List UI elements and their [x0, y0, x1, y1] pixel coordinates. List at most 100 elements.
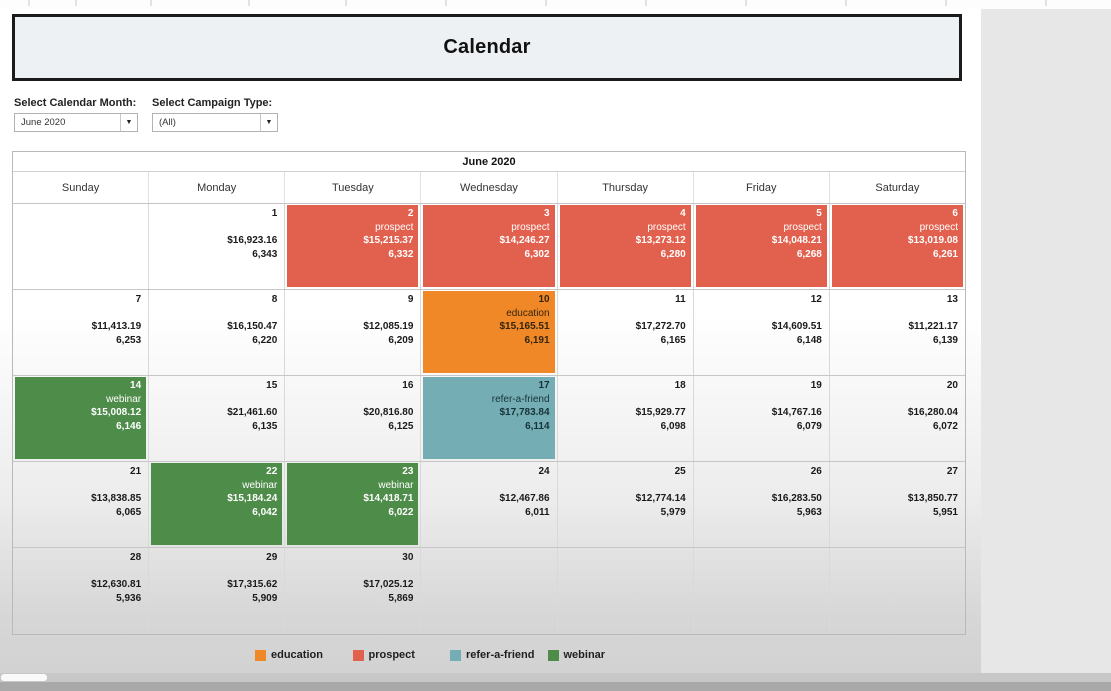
campaign-type-filter-label: Select Campaign Type: — [152, 97, 273, 109]
legend-swatch-icon — [352, 649, 364, 661]
campaign-type-value: (All) — [159, 117, 176, 128]
calendar-day-cell-3[interactable]: 3 prospect $14,246.27 6,302 — [421, 204, 558, 289]
calendar-day-cell-9[interactable]: 9 $12,085.19 6,209 — [285, 290, 422, 375]
calendar-day-cell-29[interactable]: 29 $17,315.62 5,909 — [149, 548, 286, 634]
count-value: 6,022 — [388, 506, 414, 518]
legend-label: education — [271, 649, 323, 661]
day-cell-content: 22 webinar $15,184.24 6,042 — [151, 463, 283, 545]
count-value: 6,011 — [525, 506, 550, 518]
amount-value: $13,850.77 — [907, 493, 958, 504]
legend-item-education[interactable]: education — [255, 649, 353, 661]
day-number: 22 — [266, 466, 278, 477]
day-cell-content: 17 refer-a-friend $17,783.84 6,114 — [423, 377, 555, 459]
day-number: 19 — [810, 380, 822, 391]
calendar-day-cell-23[interactable]: 23 webinar $14,418.71 6,022 — [285, 462, 422, 547]
calendar-day-cell-24[interactable]: 24 $12,467.86 6,011 — [421, 462, 558, 547]
day-cell-content: 11 $17,272.70 6,165 — [560, 291, 691, 373]
calendar-day-cell-11[interactable]: 11 $17,272.70 6,165 — [558, 290, 694, 375]
calendar-day-cell-28[interactable]: 28 $12,630.81 5,936 — [13, 548, 150, 634]
calendar-day-cell-13[interactable]: 13 $11,221.17 6,139 — [830, 290, 965, 375]
calendar-day-cell-14[interactable]: 14 webinar $15,008.12 6,146 — [13, 376, 150, 461]
day-cell-content: 25 $12,774.14 5,979 — [560, 463, 691, 545]
chevron-down-icon[interactable]: ▼ — [120, 114, 137, 131]
calendar-day-cell-21[interactable]: 21 $13,838.85 6,065 — [13, 462, 150, 547]
campaign-label: prospect — [919, 221, 958, 233]
calendar-day-cell-27[interactable]: 27 $13,850.77 5,951 — [830, 462, 965, 547]
campaign-label — [835, 393, 958, 407]
count-value: 5,963 — [796, 506, 822, 518]
amount-value: $14,246.27 — [499, 235, 550, 246]
day-cell-content: 23 webinar $14,418.71 6,022 — [287, 463, 419, 545]
count-value: 6,253 — [116, 334, 142, 346]
day-number: 9 — [407, 294, 414, 305]
calendar-day-cell-25[interactable]: 25 $12,774.14 5,979 — [558, 462, 694, 547]
scrollbar-thumb[interactable] — [1, 674, 47, 681]
day-number: 1 — [271, 208, 278, 219]
legend-item-prospect[interactable]: prospect — [352, 649, 451, 661]
day-number: 3 — [544, 208, 550, 219]
calendar-day-cell-1[interactable]: 1 $16,923.16 6,343 — [149, 204, 286, 289]
calendar-empty-cell — [558, 548, 694, 634]
calendar-day-cell-5[interactable]: 5 prospect $14,048.21 6,268 — [694, 204, 830, 289]
video-marker-strip — [0, 0, 1111, 9]
count-value: 6,135 — [252, 420, 278, 432]
calendar-day-cell-20[interactable]: 20 $16,280.04 6,072 — [830, 376, 965, 461]
day-cell-content: 3 prospect $14,246.27 6,302 — [423, 205, 555, 287]
calendar-day-cell-22[interactable]: 22 webinar $15,184.24 6,042 — [149, 462, 286, 547]
marker-tick — [745, 0, 747, 6]
calendar-day-cell-12[interactable]: 12 $14,609.51 6,148 — [694, 290, 830, 375]
calendar-day-cell-30[interactable]: 30 $17,025.12 5,869 — [285, 548, 422, 634]
legend-item-refer-a-friend[interactable]: refer-a-friend — [450, 649, 548, 661]
campaign-label — [18, 307, 141, 321]
marker-tick — [545, 0, 547, 6]
marker-tick — [150, 0, 152, 6]
calendar-day-cell-7[interactable]: 7 $11,413.19 6,253 — [13, 290, 150, 375]
horizontal-scrollbar[interactable] — [0, 673, 1111, 682]
campaign-label — [835, 307, 958, 321]
day-cell-content: 4 prospect $13,273.12 6,280 — [559, 205, 691, 287]
count-value: 6,261 — [932, 248, 958, 260]
day-cell-content: 1 $16,923.16 6,343 — [151, 205, 282, 287]
campaign-type-select[interactable]: (All) ▼ — [152, 113, 278, 132]
calendar-day-cell-4[interactable]: 4 prospect $13,273.12 6,280 — [558, 204, 694, 289]
amount-value: $11,413.19 — [91, 321, 142, 332]
day-cell-content: 26 $16,283.50 5,963 — [696, 463, 827, 545]
count-value: 6,114 — [525, 420, 550, 432]
amount-value: $14,418.71 — [363, 493, 414, 504]
calendar-day-cell-2[interactable]: 2 prospect $15,215.37 6,332 — [285, 204, 422, 289]
marker-tick — [248, 0, 250, 6]
calendar-month-value: June 2020 — [21, 117, 66, 128]
calendar-day-cell-18[interactable]: 18 $15,929.77 6,098 — [558, 376, 694, 461]
calendar-empty-cell — [13, 204, 150, 289]
legend-item-webinar[interactable]: webinar — [547, 649, 646, 661]
day-number: 24 — [538, 466, 550, 477]
day-number: 2 — [407, 208, 414, 219]
calendar-day-cell-8[interactable]: 8 $16,150.47 6,220 — [149, 290, 286, 375]
amount-value: $16,923.16 — [227, 235, 278, 246]
marker-tick — [345, 0, 347, 6]
count-value: 6,079 — [796, 420, 822, 432]
amount-value: $12,774.14 — [635, 493, 686, 504]
count-value: 6,125 — [388, 420, 414, 432]
calendar-day-cell-15[interactable]: 15 $21,461.60 6,135 — [149, 376, 286, 461]
marker-tick — [28, 0, 30, 6]
calendar-day-cell-6[interactable]: 6 prospect $13,019.08 6,261 — [830, 204, 965, 289]
count-value: 6,098 — [660, 420, 686, 432]
calendar-month-filter-label: Select Calendar Month: — [14, 97, 137, 109]
calendar-day-cell-10[interactable]: 10 education $15,165.51 6,191 — [421, 290, 558, 375]
calendar-day-cell-17[interactable]: 17 refer-a-friend $17,783.84 6,114 — [421, 376, 558, 461]
calendar-month-select[interactable]: June 2020 ▼ — [14, 113, 138, 132]
calendar-day-cell-19[interactable]: 19 $14,767.16 6,079 — [694, 376, 830, 461]
calendar-empty-cell — [421, 548, 558, 634]
amount-value: $17,025.12 — [363, 579, 414, 590]
calendar-day-cell-16[interactable]: 16 $20,816.80 6,125 — [285, 376, 422, 461]
amount-value: $14,767.16 — [771, 407, 822, 418]
marker-tick — [645, 0, 647, 6]
calendar-month-filter: Select Calendar Month: June 2020 ▼ — [14, 97, 138, 132]
count-value: 6,148 — [796, 334, 822, 346]
amount-value: $12,630.81 — [91, 579, 142, 590]
campaign-label — [563, 307, 686, 321]
chevron-down-icon[interactable]: ▼ — [260, 114, 277, 131]
day-cell-content: 20 $16,280.04 6,072 — [832, 377, 963, 459]
calendar-day-cell-26[interactable]: 26 $16,283.50 5,963 — [694, 462, 830, 547]
